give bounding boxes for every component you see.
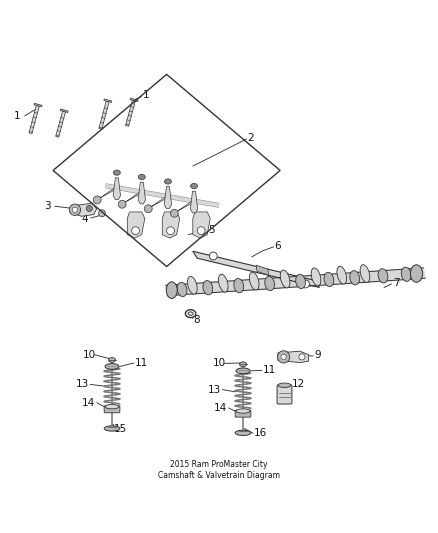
Text: 2: 2 <box>247 133 254 143</box>
Polygon shape <box>95 188 119 201</box>
Polygon shape <box>278 351 308 362</box>
Circle shape <box>281 354 286 359</box>
Polygon shape <box>127 212 145 238</box>
Ellipse shape <box>109 358 116 362</box>
Polygon shape <box>162 212 180 238</box>
Ellipse shape <box>235 430 251 435</box>
Text: 13: 13 <box>208 385 221 394</box>
Ellipse shape <box>191 183 198 189</box>
Ellipse shape <box>177 282 187 296</box>
Ellipse shape <box>378 269 388 283</box>
Polygon shape <box>193 212 210 238</box>
Circle shape <box>301 280 309 288</box>
Circle shape <box>299 354 305 360</box>
Text: 1: 1 <box>143 91 149 100</box>
Circle shape <box>99 210 106 217</box>
Ellipse shape <box>410 265 423 282</box>
Ellipse shape <box>105 405 119 409</box>
Polygon shape <box>60 109 68 112</box>
Ellipse shape <box>104 426 120 431</box>
Polygon shape <box>193 251 319 287</box>
Circle shape <box>209 252 217 260</box>
Circle shape <box>72 207 78 212</box>
Polygon shape <box>191 191 198 213</box>
Ellipse shape <box>350 271 360 285</box>
Circle shape <box>166 227 174 235</box>
Ellipse shape <box>280 270 290 288</box>
Polygon shape <box>138 182 145 204</box>
Text: 12: 12 <box>291 379 305 390</box>
Circle shape <box>86 205 92 212</box>
Text: 3: 3 <box>44 201 51 211</box>
Text: 2015 Ram ProMaster City
Camshaft & Valvetrain Diagram: 2015 Ram ProMaster City Camshaft & Valve… <box>158 460 280 480</box>
Ellipse shape <box>311 268 321 286</box>
Ellipse shape <box>219 274 228 292</box>
Text: 4: 4 <box>81 214 88 224</box>
Ellipse shape <box>278 383 291 387</box>
Polygon shape <box>172 201 196 215</box>
Polygon shape <box>113 178 120 199</box>
Polygon shape <box>73 203 97 216</box>
FancyBboxPatch shape <box>235 410 251 417</box>
Ellipse shape <box>296 274 305 288</box>
Text: 16: 16 <box>254 429 267 438</box>
Ellipse shape <box>105 364 119 369</box>
Text: 7: 7 <box>393 278 399 288</box>
Ellipse shape <box>188 312 193 316</box>
Circle shape <box>93 196 101 204</box>
Text: 1: 1 <box>14 111 21 121</box>
Polygon shape <box>130 98 138 102</box>
Ellipse shape <box>401 267 411 281</box>
Text: 10: 10 <box>212 358 226 368</box>
Ellipse shape <box>185 310 196 318</box>
Ellipse shape <box>360 265 370 282</box>
Ellipse shape <box>187 276 197 294</box>
Text: 11: 11 <box>135 358 148 368</box>
Ellipse shape <box>324 272 334 287</box>
Ellipse shape <box>337 266 346 284</box>
Polygon shape <box>146 197 170 211</box>
Circle shape <box>278 351 290 363</box>
Polygon shape <box>256 265 269 275</box>
Ellipse shape <box>203 280 213 295</box>
Text: 6: 6 <box>275 240 281 251</box>
Ellipse shape <box>249 272 259 290</box>
Text: 13: 13 <box>76 379 89 390</box>
Ellipse shape <box>164 179 171 184</box>
FancyBboxPatch shape <box>104 406 120 413</box>
Ellipse shape <box>166 282 177 298</box>
Circle shape <box>145 205 152 213</box>
Ellipse shape <box>113 170 120 175</box>
Ellipse shape <box>265 277 275 290</box>
Text: 8: 8 <box>194 315 200 325</box>
Text: 9: 9 <box>314 350 321 360</box>
Text: 14: 14 <box>214 403 227 413</box>
Circle shape <box>170 209 178 217</box>
Text: 11: 11 <box>263 366 276 375</box>
Circle shape <box>118 200 126 208</box>
Text: 10: 10 <box>83 350 96 360</box>
Text: 5: 5 <box>208 225 215 235</box>
Ellipse shape <box>236 409 250 413</box>
FancyBboxPatch shape <box>277 385 292 404</box>
Circle shape <box>132 227 140 235</box>
Circle shape <box>197 227 205 235</box>
Polygon shape <box>126 100 135 126</box>
Ellipse shape <box>240 362 247 367</box>
Ellipse shape <box>234 278 244 293</box>
Polygon shape <box>104 99 112 102</box>
Text: 14: 14 <box>81 398 95 408</box>
Polygon shape <box>120 192 144 206</box>
Polygon shape <box>99 101 109 130</box>
Ellipse shape <box>236 368 250 374</box>
Polygon shape <box>166 268 425 296</box>
Ellipse shape <box>138 174 145 180</box>
Polygon shape <box>56 111 65 137</box>
Polygon shape <box>34 103 42 107</box>
Polygon shape <box>164 187 172 208</box>
Polygon shape <box>29 106 39 134</box>
Circle shape <box>69 204 81 215</box>
Text: 15: 15 <box>114 424 127 434</box>
